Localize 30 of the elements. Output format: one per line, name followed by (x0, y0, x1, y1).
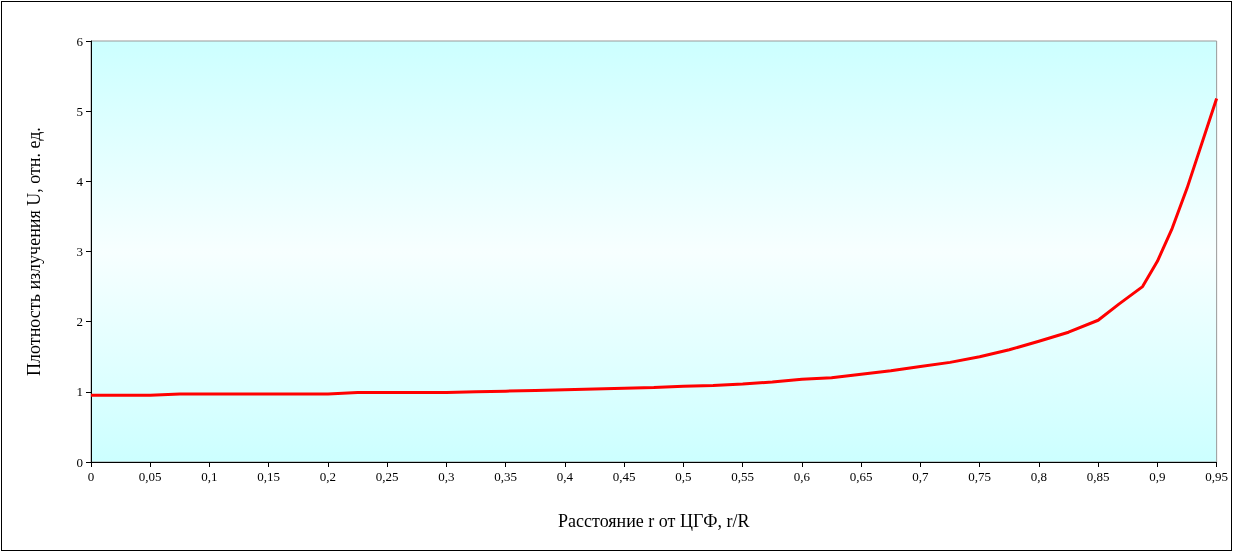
y-axis-title: Плотность излучения U, отн. ед. (24, 127, 44, 376)
x-tick-label: 0,85 (1086, 469, 1110, 484)
y-tick-label: 0 (76, 454, 83, 470)
y-tick-label: 6 (76, 33, 84, 49)
x-tick-label: 0,2 (319, 469, 337, 484)
x-tick-label: 0,05 (138, 469, 162, 484)
y-tick-label: 1 (76, 384, 83, 400)
x-tick-label: 0,3 (438, 469, 455, 484)
x-tick-label: 0,4 (556, 469, 574, 484)
x-tick-label: 0,95 (1205, 469, 1228, 484)
x-tick-label: 0,6 (793, 469, 811, 484)
x-tick-label: 0,25 (375, 469, 399, 484)
y-tick-label: 2 (76, 314, 83, 330)
line-series (89, 97, 1219, 397)
y-tick-label: 4 (76, 173, 84, 189)
x-tick-label: 0 (87, 469, 95, 484)
y-tick-label: 5 (76, 103, 83, 119)
x-tick-label: 0,65 (849, 469, 873, 484)
y-tick-label: 3 (76, 244, 83, 259)
x-tick-label: 0,9 (1149, 469, 1166, 484)
x-tick-label: 0,7 (912, 469, 930, 484)
x-tick-label: 0,8 (1030, 469, 1048, 484)
x-tick-label: 0,75 (968, 469, 992, 484)
x-tick-label: 0,45 (612, 469, 636, 484)
x-tick-label: 0,1 (201, 469, 218, 484)
x-axis-title: Расстояние r от ЦГФ, r/R (558, 511, 750, 531)
x-tick-label: 0,55 (731, 469, 755, 484)
x-tick-label: 0,15 (257, 469, 281, 484)
x-tick-label: 0,35 (494, 469, 518, 484)
x-tick-label: 0,5 (675, 469, 692, 484)
